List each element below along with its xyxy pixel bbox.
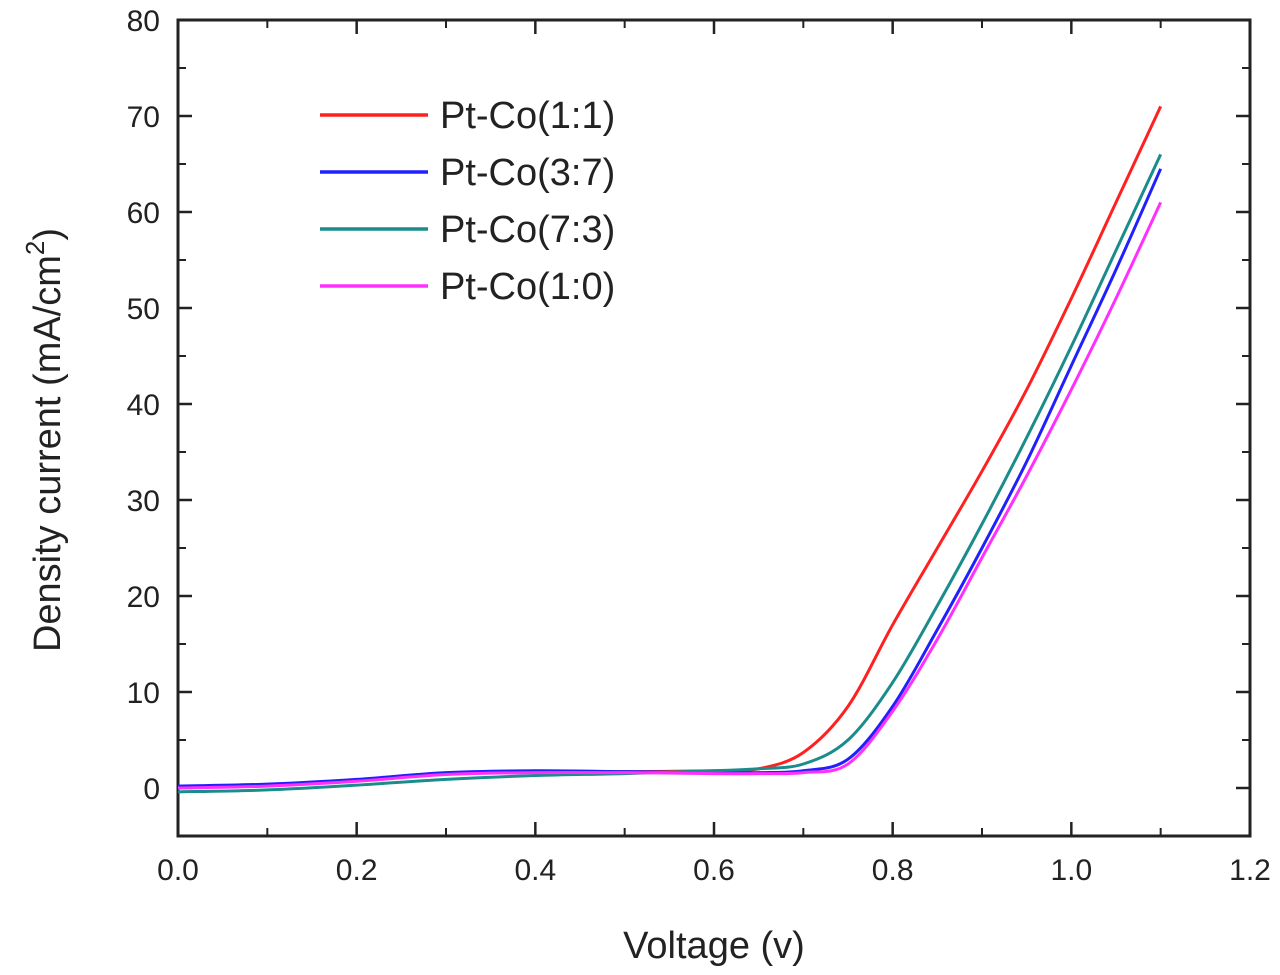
y-tick-label: 80 [127,5,160,38]
x-tick-label: 0.0 [157,854,199,887]
series-line-3 [177,201,1163,790]
y-tick-label: 60 [127,197,160,230]
legend-label: Pt-Co(1:1) [440,95,615,137]
y-tick-label: 0 [143,773,160,806]
series-line-0 [177,105,1163,789]
y-tick-label: 10 [127,677,160,710]
x-axis-title: Voltage (v) [623,925,805,967]
legend-label: Pt-Co(1:0) [440,266,615,308]
y-axis-title-main: Density current (mA/cm [27,255,69,652]
x-tick-label: 1.2 [1229,854,1271,887]
x-tick-label: 1.0 [1050,854,1092,887]
legend-label: Pt-Co(3:7) [440,152,615,194]
y-tick-label: 40 [127,389,160,422]
y-axis-title-close: ) [27,228,69,241]
y-tick-label: 20 [127,581,160,614]
y-axis-title-sup: 2 [20,241,50,255]
y-tick-label: 30 [127,485,160,518]
series-line-1 [177,168,1163,788]
x-tick-label: 0.4 [514,854,556,887]
x-tick-label: 0.6 [693,854,735,887]
x-tick-label: 0.8 [872,854,914,887]
series-line-2 [177,153,1163,794]
y-tick-label: 70 [127,101,160,134]
x-tick-label: 0.2 [336,854,378,887]
legend-label: Pt-Co(7:3) [440,209,615,251]
plot-frame [176,18,1252,838]
y-tick-label: 50 [127,293,160,326]
y-axis-title: Density current (mA/cm2) [20,228,69,652]
